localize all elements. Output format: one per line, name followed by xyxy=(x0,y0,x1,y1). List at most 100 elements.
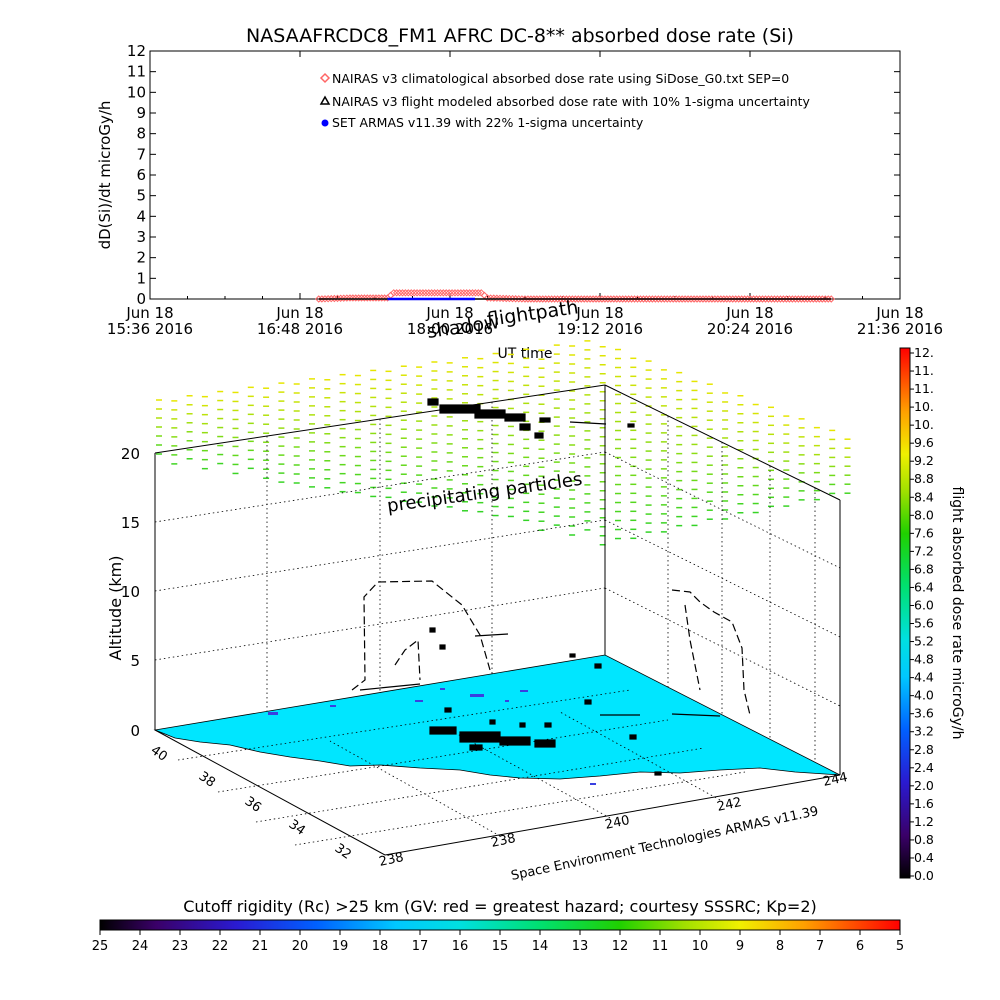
x-tick-label-time: 16:48 2016 xyxy=(257,320,343,338)
series-point xyxy=(785,295,794,303)
right-cb-tick-label: 6.4 xyxy=(914,579,934,594)
series-point xyxy=(448,289,456,297)
z-tick-label: 0 xyxy=(130,722,140,740)
series-point xyxy=(815,295,824,303)
right-colorbar-gradient xyxy=(899,347,911,879)
y-tick-label: 7 xyxy=(136,145,146,163)
series-point xyxy=(749,295,758,303)
series-point xyxy=(499,294,507,303)
flightpath-line xyxy=(569,421,607,425)
right-cb-tick-label: 3.6 xyxy=(914,706,934,721)
y-tick-label: 1 xyxy=(136,269,146,287)
flightpath-blob xyxy=(539,417,551,423)
profile-right xyxy=(671,589,751,716)
series-point xyxy=(398,289,407,297)
grid-line xyxy=(604,451,841,569)
series-point xyxy=(547,295,556,303)
right-top-edge xyxy=(604,384,841,501)
series-point xyxy=(524,295,532,303)
right-cb-tick-label: 7.2 xyxy=(914,543,934,558)
grid-line xyxy=(255,747,705,823)
series-point xyxy=(660,295,668,303)
series-point xyxy=(818,295,826,303)
speck xyxy=(590,783,596,785)
series-point xyxy=(401,289,410,297)
series-point xyxy=(413,289,421,297)
shadow-track xyxy=(359,683,721,776)
precipitating-particles-field xyxy=(156,340,851,546)
series-point xyxy=(327,294,335,303)
series-point xyxy=(752,295,761,303)
series-point xyxy=(758,295,767,303)
series-point xyxy=(430,289,439,297)
series-point xyxy=(468,289,477,297)
series-point xyxy=(803,295,812,303)
right-cb-tick-label: 5.2 xyxy=(914,634,934,649)
right-cb-tick-label: 3.2 xyxy=(914,724,934,739)
series-point xyxy=(530,295,538,303)
flightpath-line xyxy=(474,633,509,637)
bottom-cb-tick-label: 23 xyxy=(172,939,189,954)
series-point xyxy=(380,294,389,302)
series-point xyxy=(723,295,731,303)
series-point xyxy=(539,295,547,303)
grid-line xyxy=(604,587,841,707)
bottom-cb-tick-label: 14 xyxy=(532,939,549,954)
bottom-cb-tick-label: 25 xyxy=(92,939,109,954)
shadow-blob xyxy=(429,726,457,735)
series-point xyxy=(465,289,474,297)
series-point xyxy=(536,295,544,303)
x-tick-label-date: Jun 18 xyxy=(125,304,173,322)
flightpath-blob xyxy=(439,404,481,414)
series-point xyxy=(433,289,442,297)
series-point xyxy=(460,289,468,297)
flight-profile-dashed xyxy=(351,580,751,716)
series-point xyxy=(684,295,692,303)
shadow-blob xyxy=(469,744,483,751)
series-point xyxy=(708,295,716,303)
series-point xyxy=(648,295,657,303)
series-point xyxy=(336,294,345,302)
bottom-cb-tick-label: 8 xyxy=(776,939,784,954)
series-point xyxy=(782,295,791,303)
right-cb-tick-label: 9.6 xyxy=(914,435,934,450)
flightpath-blob xyxy=(504,413,526,422)
series-point xyxy=(592,295,600,303)
x-tick-label-date: Jun 18 xyxy=(575,304,623,322)
series-point xyxy=(422,289,430,297)
floor-grid xyxy=(177,689,746,846)
flightpath-blob xyxy=(569,653,576,658)
series-point xyxy=(654,295,663,303)
series-point xyxy=(346,294,354,302)
series-point xyxy=(794,295,803,303)
series-point xyxy=(717,295,725,303)
right-cb-tick-label: 11. xyxy=(914,381,934,396)
series-point xyxy=(544,295,553,303)
right-cb-tick-label: 2.0 xyxy=(914,778,934,793)
right-cb-tick-label: 10. xyxy=(914,417,934,432)
shadow-blob xyxy=(584,699,592,705)
legend-marker-nairas-flight xyxy=(319,95,331,105)
series-point xyxy=(699,295,707,303)
series-point xyxy=(580,295,588,303)
series-point xyxy=(642,295,651,303)
bottom-cb-tick-label: 18 xyxy=(372,939,389,954)
series-point xyxy=(436,289,445,297)
x-tick-label-date: Jun 18 xyxy=(725,304,773,322)
series-point xyxy=(824,295,832,303)
series-point xyxy=(690,295,698,303)
series-point xyxy=(439,289,448,297)
series-point xyxy=(390,289,398,297)
series-point xyxy=(330,294,339,303)
series-point xyxy=(610,295,618,303)
bottom-cb-tick-label: 12 xyxy=(612,939,629,954)
bottom-colorbar: Cutoff rigidity (Rc) >25 km (GV: red = g… xyxy=(92,897,904,954)
series-point xyxy=(550,295,559,303)
right-cb-tick-label: 2.4 xyxy=(914,760,934,775)
grid-line xyxy=(449,729,611,819)
series-point xyxy=(678,295,686,303)
bottom-cb-tick-label: 17 xyxy=(412,939,429,954)
series-point xyxy=(711,295,719,303)
series-point xyxy=(378,294,386,302)
